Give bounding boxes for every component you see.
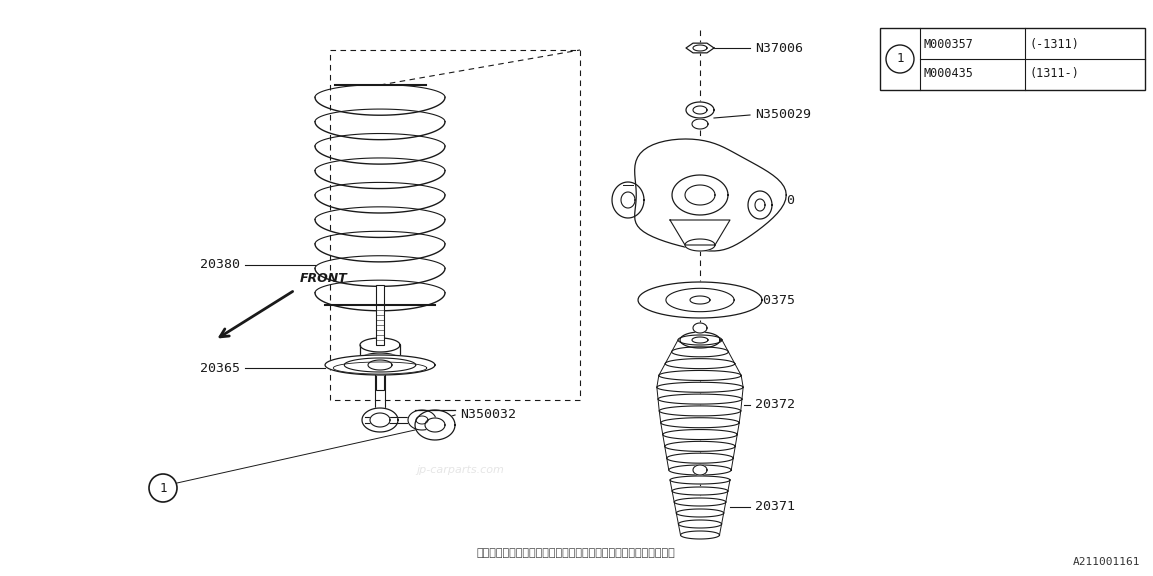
Bar — [880, 28, 1145, 90]
Text: 20370: 20370 — [755, 194, 796, 207]
Polygon shape — [680, 531, 719, 539]
Text: (1311-): (1311-) — [1028, 67, 1079, 79]
Polygon shape — [415, 410, 455, 440]
Polygon shape — [658, 370, 741, 381]
Bar — [376, 360, 384, 390]
Polygon shape — [686, 102, 714, 118]
Polygon shape — [672, 175, 728, 215]
Polygon shape — [678, 335, 722, 345]
Polygon shape — [634, 139, 786, 251]
Text: (-1311): (-1311) — [1028, 38, 1079, 51]
Polygon shape — [693, 106, 707, 114]
Text: 20372: 20372 — [755, 399, 796, 411]
Text: N350032: N350032 — [460, 408, 517, 422]
Text: M000435: M000435 — [924, 67, 974, 79]
Polygon shape — [693, 465, 707, 475]
Text: 20380: 20380 — [199, 259, 240, 271]
Polygon shape — [658, 394, 743, 404]
Polygon shape — [657, 382, 744, 392]
Text: 減衰力・バネ定数の数値に関するご質問には、お答えできません。: 減衰力・バネ定数の数値に関するご質問には、お答えできません。 — [476, 548, 676, 558]
Polygon shape — [370, 413, 390, 427]
Polygon shape — [665, 441, 736, 452]
Text: 20371: 20371 — [755, 501, 796, 513]
Polygon shape — [425, 418, 445, 432]
Polygon shape — [675, 498, 725, 506]
Polygon shape — [612, 182, 645, 218]
Polygon shape — [360, 353, 400, 367]
Text: N350029: N350029 — [755, 108, 811, 122]
Text: FRONT: FRONT — [300, 272, 348, 285]
Polygon shape — [362, 408, 398, 432]
Polygon shape — [325, 355, 435, 375]
Polygon shape — [693, 323, 707, 333]
Polygon shape — [408, 410, 436, 430]
Text: N37006: N37006 — [755, 41, 802, 55]
Polygon shape — [748, 191, 773, 219]
Polygon shape — [678, 520, 722, 528]
Polygon shape — [670, 476, 730, 484]
Text: A211001161: A211001161 — [1072, 557, 1140, 567]
Polygon shape — [661, 418, 739, 428]
Polygon shape — [677, 509, 724, 517]
Text: 1: 1 — [159, 482, 167, 495]
Text: jp-carparts.com: jp-carparts.com — [416, 465, 504, 475]
Polygon shape — [666, 289, 734, 312]
Polygon shape — [669, 465, 731, 475]
Polygon shape — [638, 282, 762, 318]
Polygon shape — [665, 359, 734, 369]
Polygon shape — [666, 453, 733, 463]
Polygon shape — [680, 332, 719, 348]
Circle shape — [149, 474, 178, 502]
Text: 20375: 20375 — [755, 294, 796, 306]
Polygon shape — [672, 487, 728, 495]
Bar — [376, 285, 384, 345]
Circle shape — [886, 45, 914, 73]
Text: M000357: M000357 — [924, 38, 974, 51]
Polygon shape — [660, 406, 740, 416]
Polygon shape — [672, 347, 729, 357]
Polygon shape — [670, 220, 730, 245]
Polygon shape — [663, 430, 737, 439]
Polygon shape — [368, 360, 392, 370]
Polygon shape — [685, 239, 715, 251]
Polygon shape — [692, 119, 708, 129]
Polygon shape — [685, 185, 715, 205]
Text: 20365: 20365 — [199, 362, 240, 374]
Polygon shape — [686, 43, 714, 53]
Text: 1: 1 — [896, 52, 904, 66]
Polygon shape — [360, 338, 400, 352]
Polygon shape — [345, 358, 416, 372]
